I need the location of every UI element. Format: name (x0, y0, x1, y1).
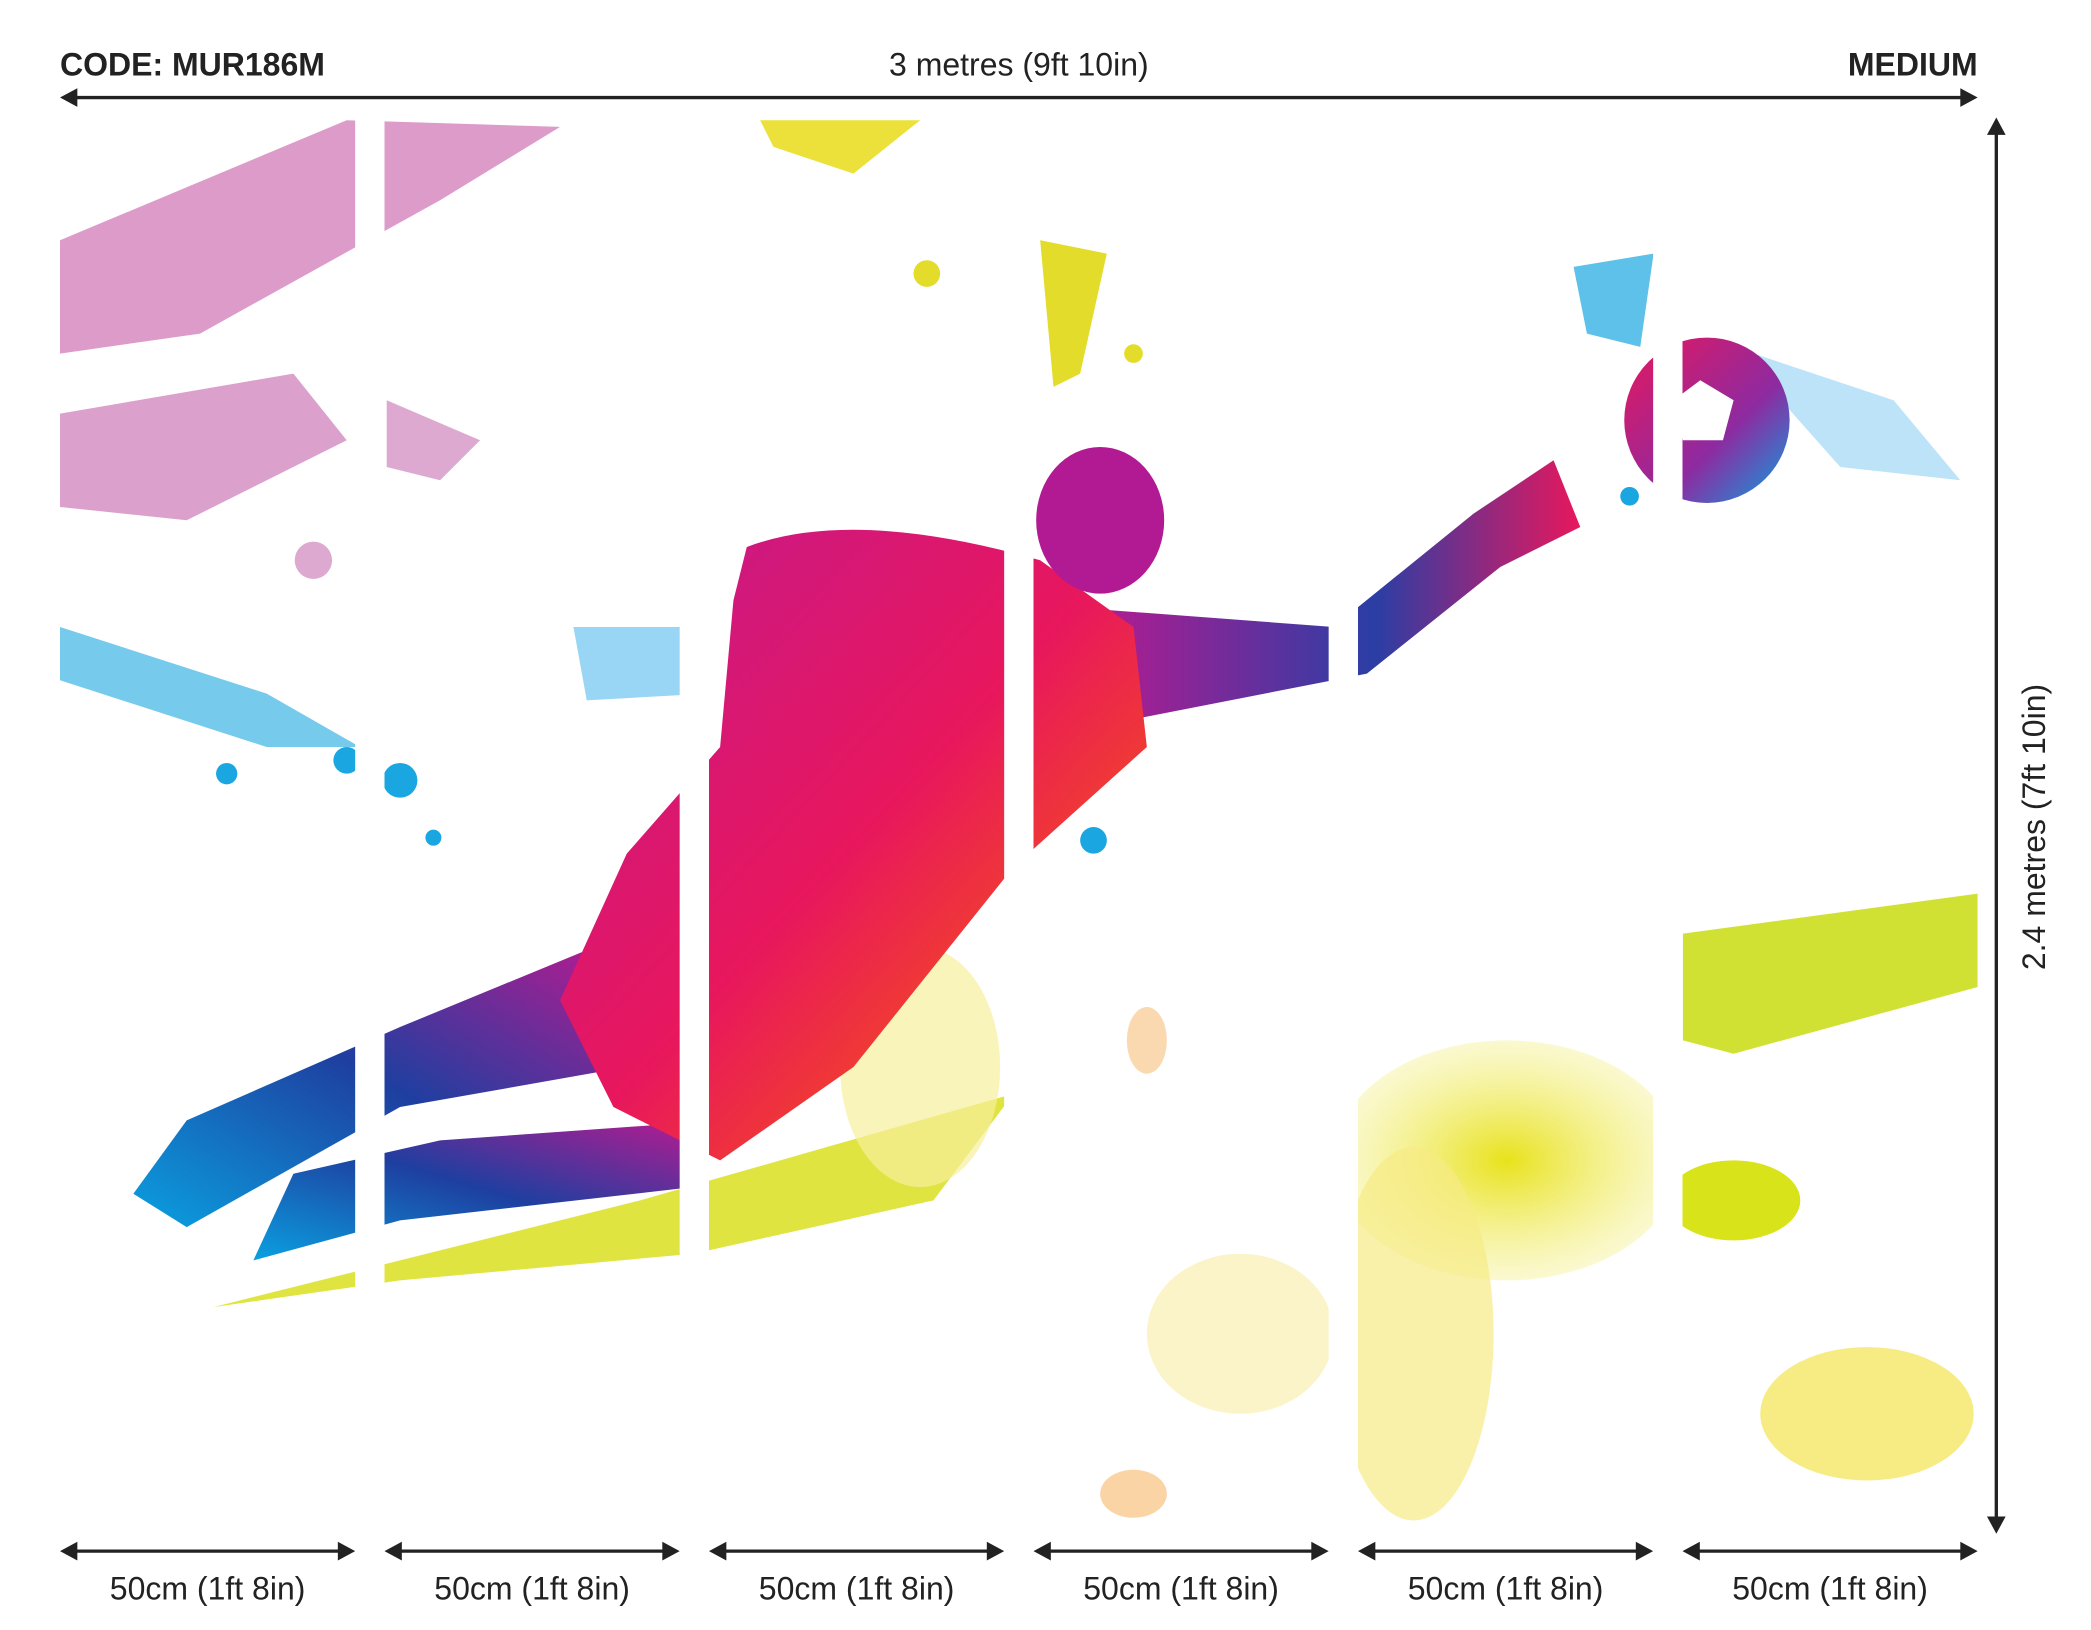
panel-gaps (355, 117, 1683, 1534)
arrow-head (384, 1541, 402, 1561)
arrow-head (60, 1541, 78, 1561)
arrow-head (1311, 1541, 1329, 1561)
panel-arrow (1033, 1541, 1329, 1561)
panel-arrow (60, 1541, 356, 1561)
panel-arrow (384, 1541, 680, 1561)
panel-gap (355, 117, 385, 1534)
panel-gap (1328, 117, 1358, 1534)
arrow-head (709, 1541, 727, 1561)
arrow-head (986, 1541, 1005, 1561)
panel-width-label: 50cm (1ft 8in) (759, 1571, 955, 1607)
height-label: 2.4 metres (7ft 10in) (2016, 684, 2052, 970)
arrow-head (1682, 1541, 1700, 1561)
size-label: MEDIUM (1848, 46, 1978, 82)
panel-arrow (1357, 1541, 1654, 1561)
panel-arrow (1682, 1541, 1978, 1561)
panel-width-label: 50cm (1ft 8in) (1408, 1571, 1604, 1607)
panel-width-label: 50cm (1ft 8in) (434, 1571, 630, 1607)
panel-gap (679, 117, 710, 1534)
width-arrow (60, 88, 1978, 107)
panel-gap (1004, 117, 1034, 1534)
panel-arrow (709, 1541, 1005, 1561)
panel-width-label: 50cm (1ft 8in) (1083, 1571, 1279, 1607)
panel-width-label: 50cm (1ft 8in) (110, 1571, 306, 1607)
arrow-head (1033, 1541, 1051, 1561)
product-code: CODE: MUR186M (60, 46, 325, 82)
height-arrow (1986, 117, 2006, 1534)
arrow-head (1960, 1541, 1978, 1561)
panel-gap (1653, 117, 1683, 1534)
width-label: 3 metres (9ft 10in) (889, 46, 1149, 82)
arrow-head (1357, 1541, 1376, 1561)
arrow-head (337, 1541, 356, 1561)
arrow-head (1635, 1541, 1654, 1561)
panel-width-label: 50cm (1ft 8in) (1732, 1571, 1928, 1607)
arrow-head (662, 1541, 680, 1561)
